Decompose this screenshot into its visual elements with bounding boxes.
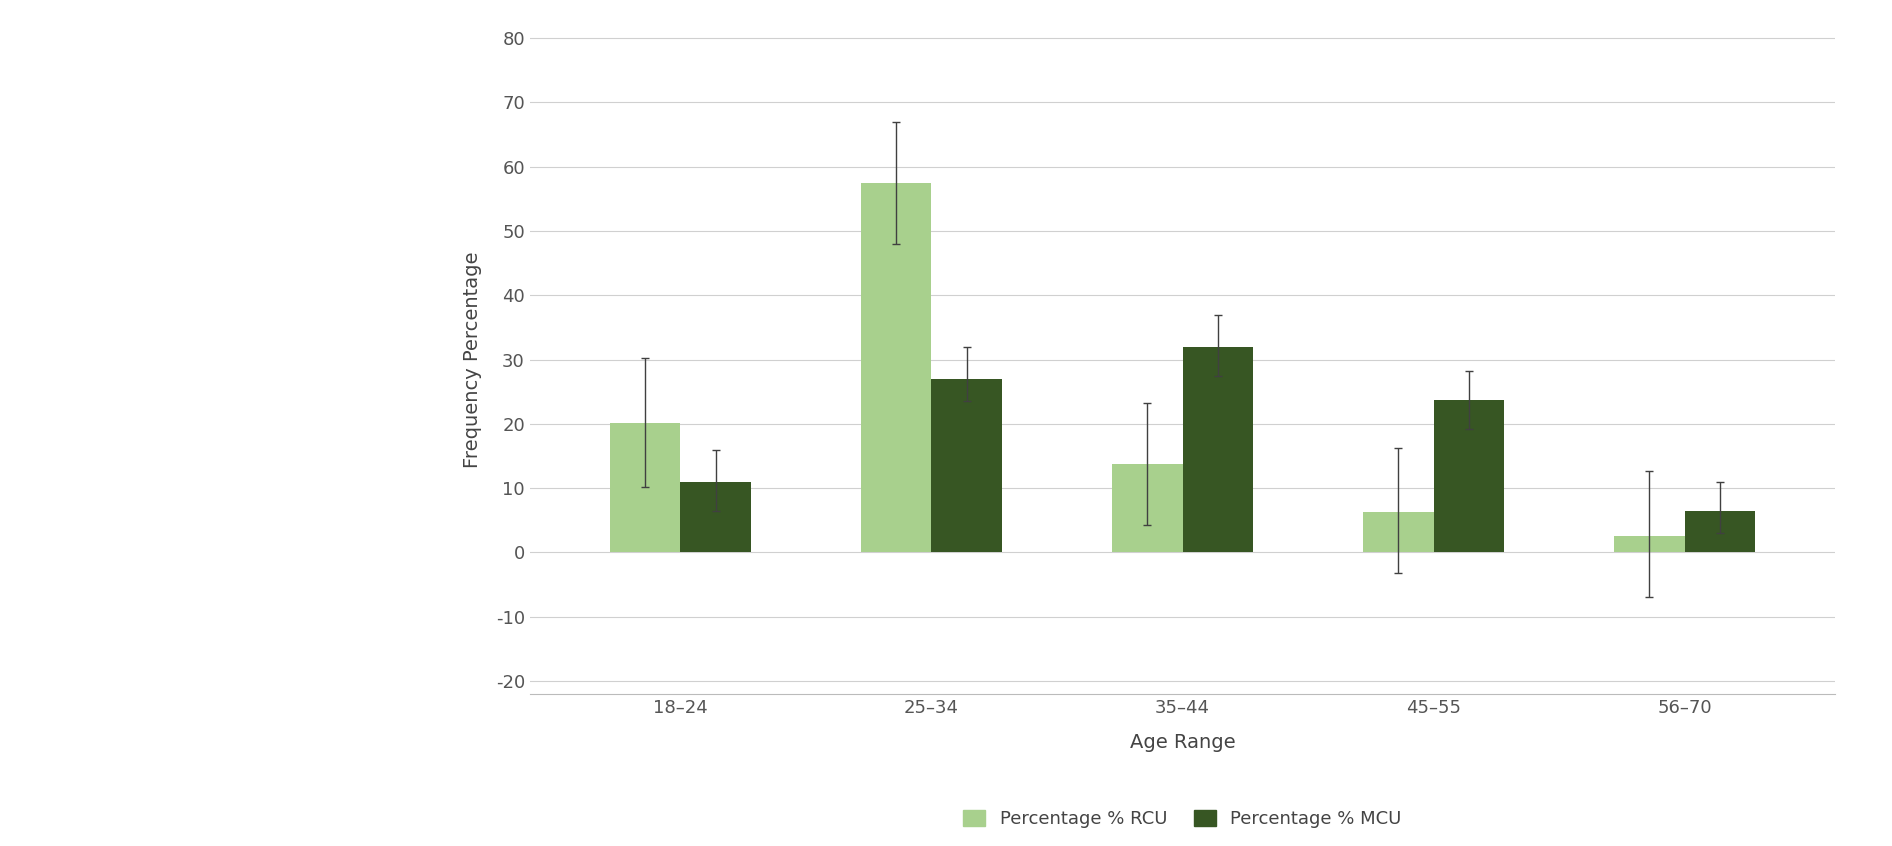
Bar	[861, 183, 931, 552]
X-axis label: Age Range: Age Range	[1130, 733, 1235, 752]
Bar	[1614, 536, 1684, 552]
Bar	[1182, 347, 1253, 552]
Y-axis label: Frequency Percentage: Frequency Percentage	[464, 251, 482, 468]
Bar	[1364, 512, 1434, 552]
Legend: Percentage % RCU, Percentage % MCU: Percentage % RCU, Percentage % MCU	[955, 803, 1410, 836]
Bar	[681, 481, 751, 552]
Bar	[1434, 400, 1504, 552]
Bar	[609, 422, 681, 552]
Bar	[931, 379, 1001, 552]
Bar	[1684, 511, 1756, 552]
Bar	[1112, 464, 1182, 552]
